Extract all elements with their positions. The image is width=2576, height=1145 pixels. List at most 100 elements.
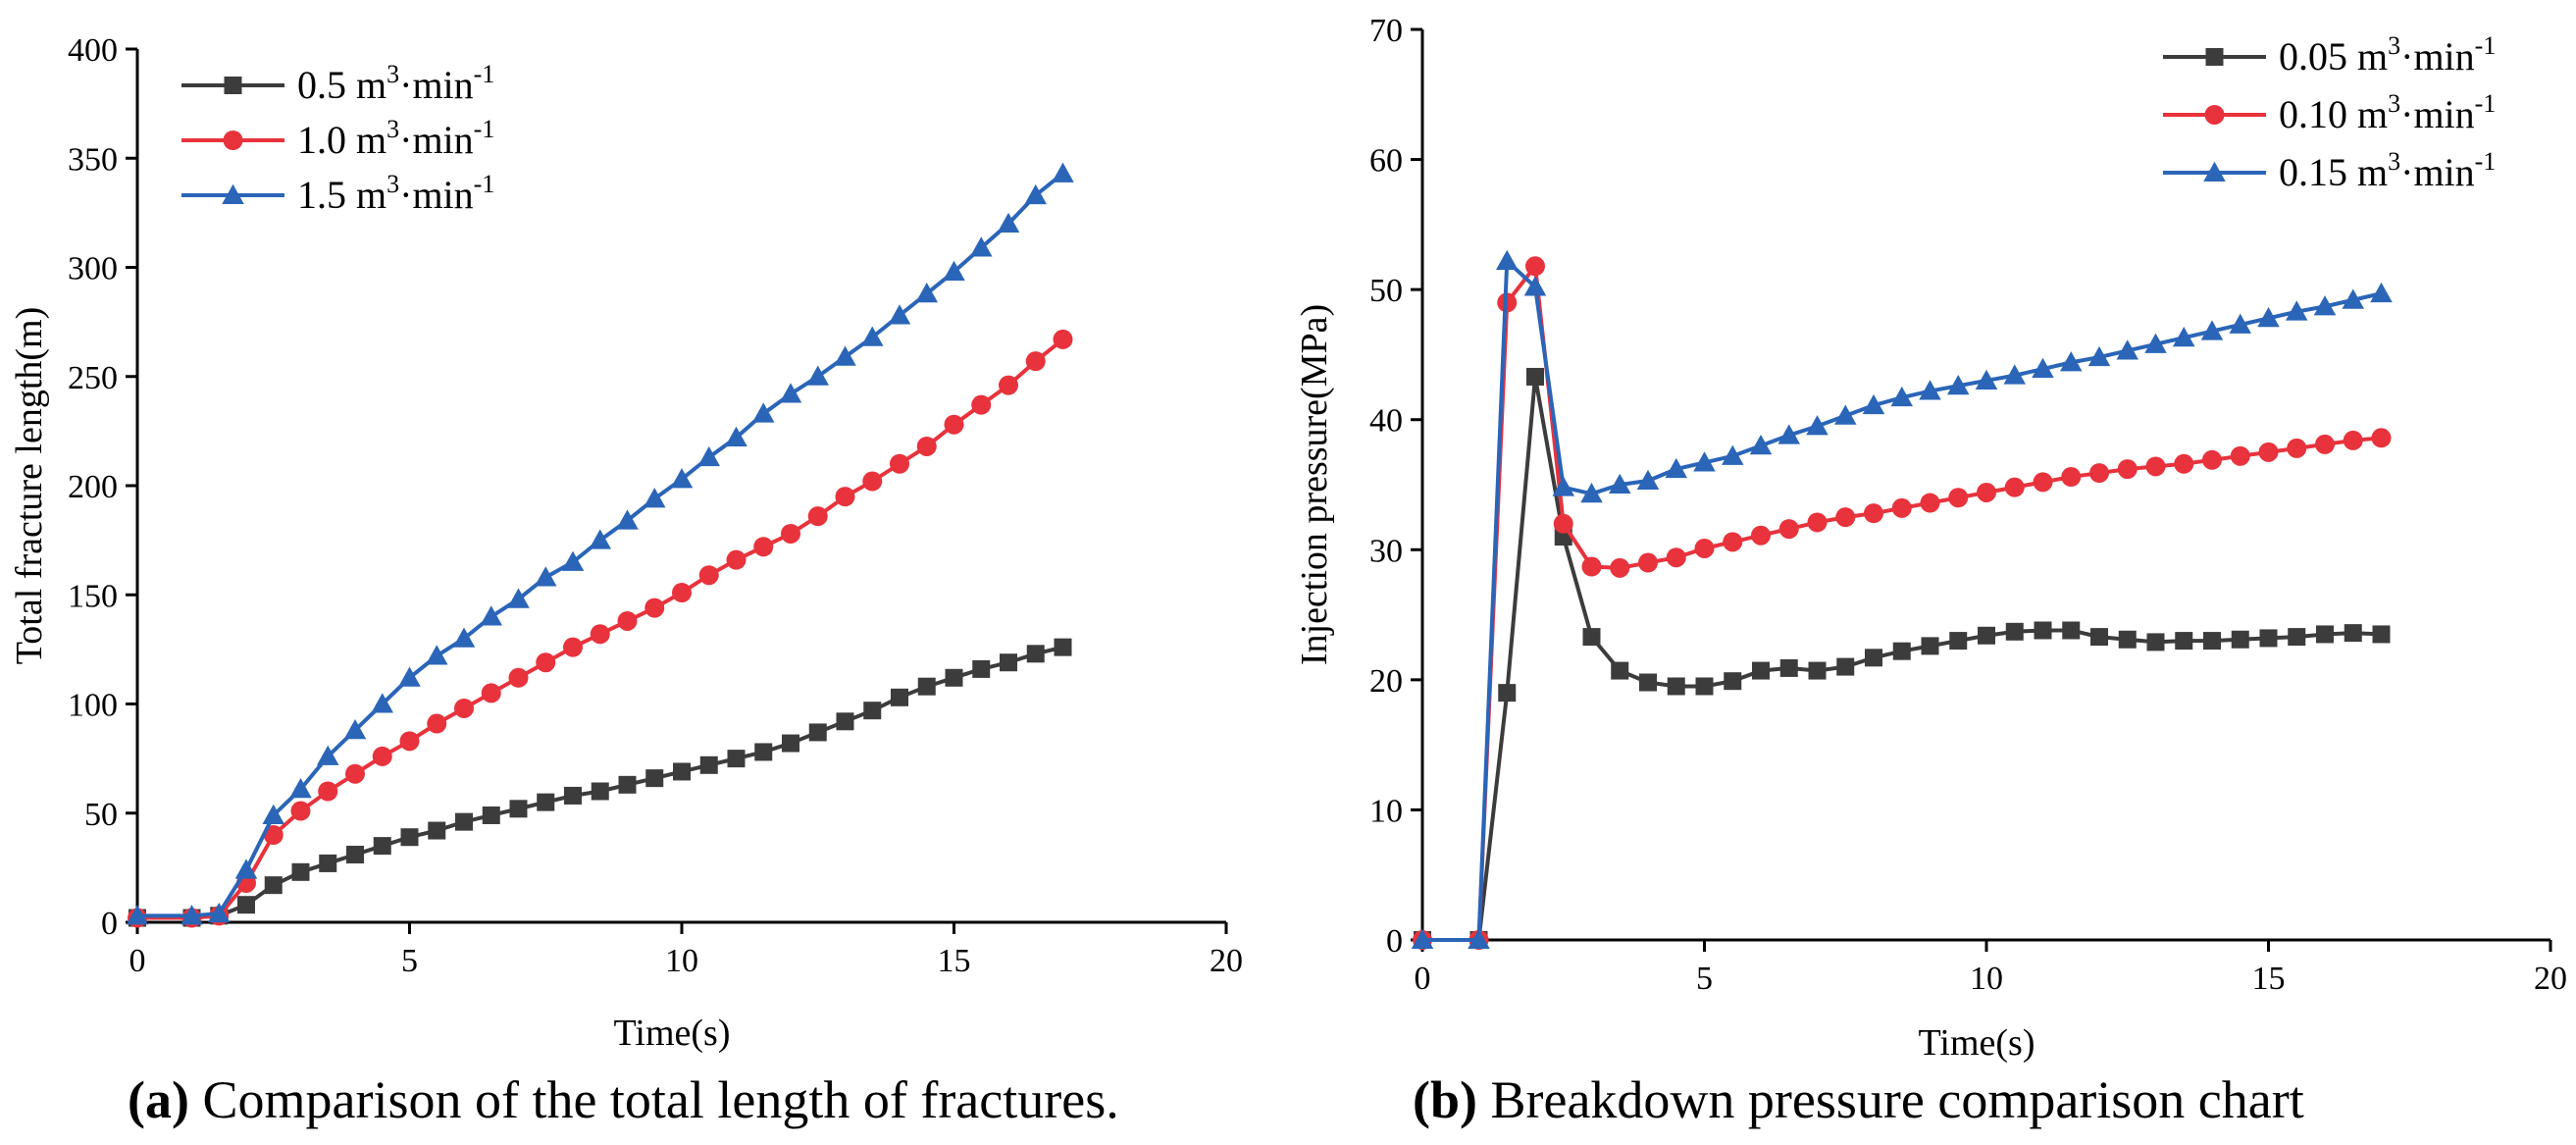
panel-a-data-point [561,550,585,571]
panel-b-data-point [1806,415,1829,436]
panel-a-data-point [1054,638,1072,656]
panel-b-data-point [2231,630,2249,649]
panel-a-data-point [1026,645,1045,663]
panel-a-data-point [400,828,419,847]
panel-b-data-point [1694,538,1715,558]
panel-a-legend-label: 1.0 m3·min-1 [297,115,494,162]
panel-a-data-point [346,846,364,864]
panel-b-data-point [2372,625,2391,644]
panel-a-data-point [455,812,473,831]
panel-b-data-point [1975,369,1998,390]
panel-a-data-point [481,683,501,703]
panel-b-y-axis-label: Injection pressure(MPa) [1294,304,1335,665]
panel-a-y-tick-label: 350 [68,141,118,178]
panel-b-data-point [1580,483,1603,503]
panel-b-data-point [2060,351,2083,372]
panel-b-data-point [1638,552,1658,573]
panel-a-data-point [427,713,447,734]
panel-b-data-point [1666,547,1686,568]
panel-b-legend-marker [2205,48,2224,66]
panel-a-data-point [508,667,529,688]
panel-b-data-point [2258,442,2279,462]
panel-b-data-point [1920,493,1940,513]
panel-a-data-point [672,583,692,603]
panel-b-data-point [1582,628,1601,647]
panel-b-data-point [1526,367,1544,386]
panel-a-data-point [727,750,746,768]
panel-a-data-point [915,282,938,303]
panel-b-series-line [1422,256,2382,942]
panel-a-data-point [698,565,719,586]
panel-b-data-point [1749,434,1773,455]
panel-a-data-point [318,781,338,802]
panel-a-data-point [591,782,609,801]
panel-b-data-point [1978,626,1995,645]
panel-a-x-tick-label: 0 [129,943,146,979]
panel-b-y-tick-label: 60 [1369,143,1403,180]
panel-b-data-point [1779,658,1798,677]
panel-b-data-point [1865,649,1882,667]
panel-a-data-point [564,786,582,805]
panel-a-data-point [208,902,231,923]
panel-b-data-point [1553,513,1573,534]
panel-a-data-point [616,509,639,530]
panel-a-data-point [999,375,1018,395]
panel-b-series-line [1422,376,2382,942]
panel-b-data-point [2288,628,2306,647]
panel-a-data-point [507,588,530,608]
panel-a-data-point [943,260,965,281]
panel-a-data-point [480,605,502,626]
panel-a-data-point [617,610,638,631]
panel-b-data-point [1611,661,1629,680]
panel-a-data-point [699,755,718,774]
caption-b: (b) Breakdown pressure comparison chart [1413,1069,2304,1130]
panel-b-data-point [1636,469,1660,491]
panel-b-legend-entry-1: 0.05 m3·min-1 [2163,31,2496,78]
panel-a-data-point [289,778,312,799]
panel-a-data-point [428,821,446,840]
panel-b-legend-entry-3: 0.15 m3·min-1 [2163,147,2496,194]
panel-a-y-tick-label: 300 [68,251,118,287]
panel-a-y-axis-label: Total fracture length(m) [9,307,50,665]
panel-a-data-point [291,862,310,881]
panel-b-data-point [1977,482,1996,502]
panel-a-data-point [262,804,284,824]
panel-a-data-point [1053,329,1073,349]
panel-a-legend-marker [224,77,242,94]
panel-b-data-point [2175,632,2193,651]
panel-b-data-point [1777,424,1800,444]
panel-a-data-point [890,453,909,474]
panel-a-data-point [917,677,936,696]
panel-b-data-point [1862,393,1885,415]
panel-a-data-point [779,383,802,403]
panel-b-data-point [2145,456,2166,477]
panel-a-data-point [535,566,557,587]
panel-b-data-point [2313,295,2337,316]
panel-a-data-point [399,731,420,752]
panel-b-data-point [1724,672,1742,691]
panel-b-data-point [1808,661,1827,680]
panel-a-data-point [753,537,774,557]
panel-a-series-line [137,172,1064,918]
panel-a-data-point [263,825,283,845]
panel-a-data-point [673,762,691,781]
panel-a-data-point [234,859,258,879]
panel-b-x-tick-label: 10 [1970,961,2003,997]
panel-a-data-point [782,734,799,753]
panel-b-data-point [1468,928,1490,949]
panel-b-data-point [2370,282,2393,303]
panel-b-data-point [2004,477,2025,497]
panel-b-data-point [2287,438,2307,458]
panel-a-data-point [126,905,149,925]
panel-b-data-point [2117,459,2138,480]
panel-a-data-point [1024,183,1047,205]
panel-a-data-point [589,529,611,549]
panel-a-data-point [808,723,827,742]
panel-a-data-point [590,624,610,645]
panel-a-data-point [835,487,855,507]
panel-b-data-point [2118,630,2137,649]
panel-a-data-point [1052,162,1074,182]
panel-b-data-point [2144,333,2167,353]
panel-a-data-point [290,801,311,821]
panel-a-data-point [891,688,908,706]
